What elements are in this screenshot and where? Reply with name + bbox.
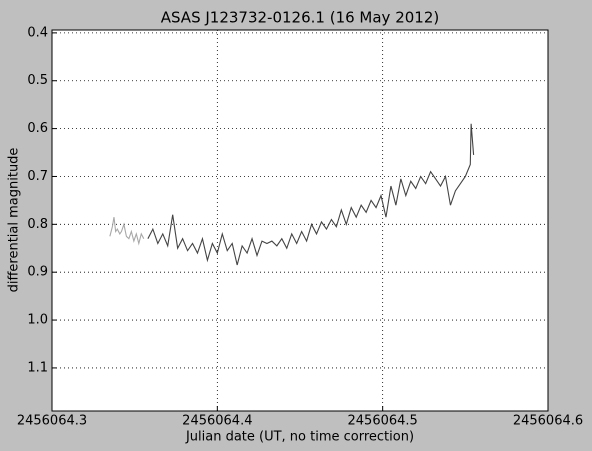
y-tick-label: 0.5 bbox=[27, 73, 48, 88]
y-tick-label: 0.7 bbox=[27, 169, 48, 184]
data-line bbox=[109, 217, 145, 246]
y-tick-label: 0.8 bbox=[27, 217, 48, 232]
plot-area bbox=[51, 29, 549, 412]
y-tick-label: 1.1 bbox=[27, 360, 48, 375]
y-tick-label: 0.4 bbox=[27, 25, 48, 40]
y-axis-label: differential magnitude bbox=[7, 148, 22, 293]
y-tick-label: 0.9 bbox=[27, 265, 48, 280]
x-tick-label: 2456064.5 bbox=[348, 414, 418, 429]
chart-title: ASAS J123732-0126.1 (16 May 2012) bbox=[161, 9, 439, 27]
y-tick-label: 0.6 bbox=[27, 121, 48, 136]
y-tick-label: 1.0 bbox=[27, 313, 48, 328]
x-axis-label: Julian date (UT, no time correction) bbox=[185, 430, 414, 445]
x-tick-label: 2456064.6 bbox=[513, 414, 583, 429]
data-line bbox=[147, 123, 475, 266]
x-tick-label: 2456064.3 bbox=[17, 414, 87, 429]
x-tick-label: 2456064.4 bbox=[182, 414, 252, 429]
